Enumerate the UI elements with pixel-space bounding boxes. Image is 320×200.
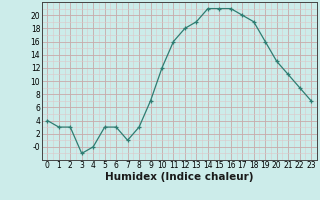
X-axis label: Humidex (Indice chaleur): Humidex (Indice chaleur) xyxy=(105,172,253,182)
